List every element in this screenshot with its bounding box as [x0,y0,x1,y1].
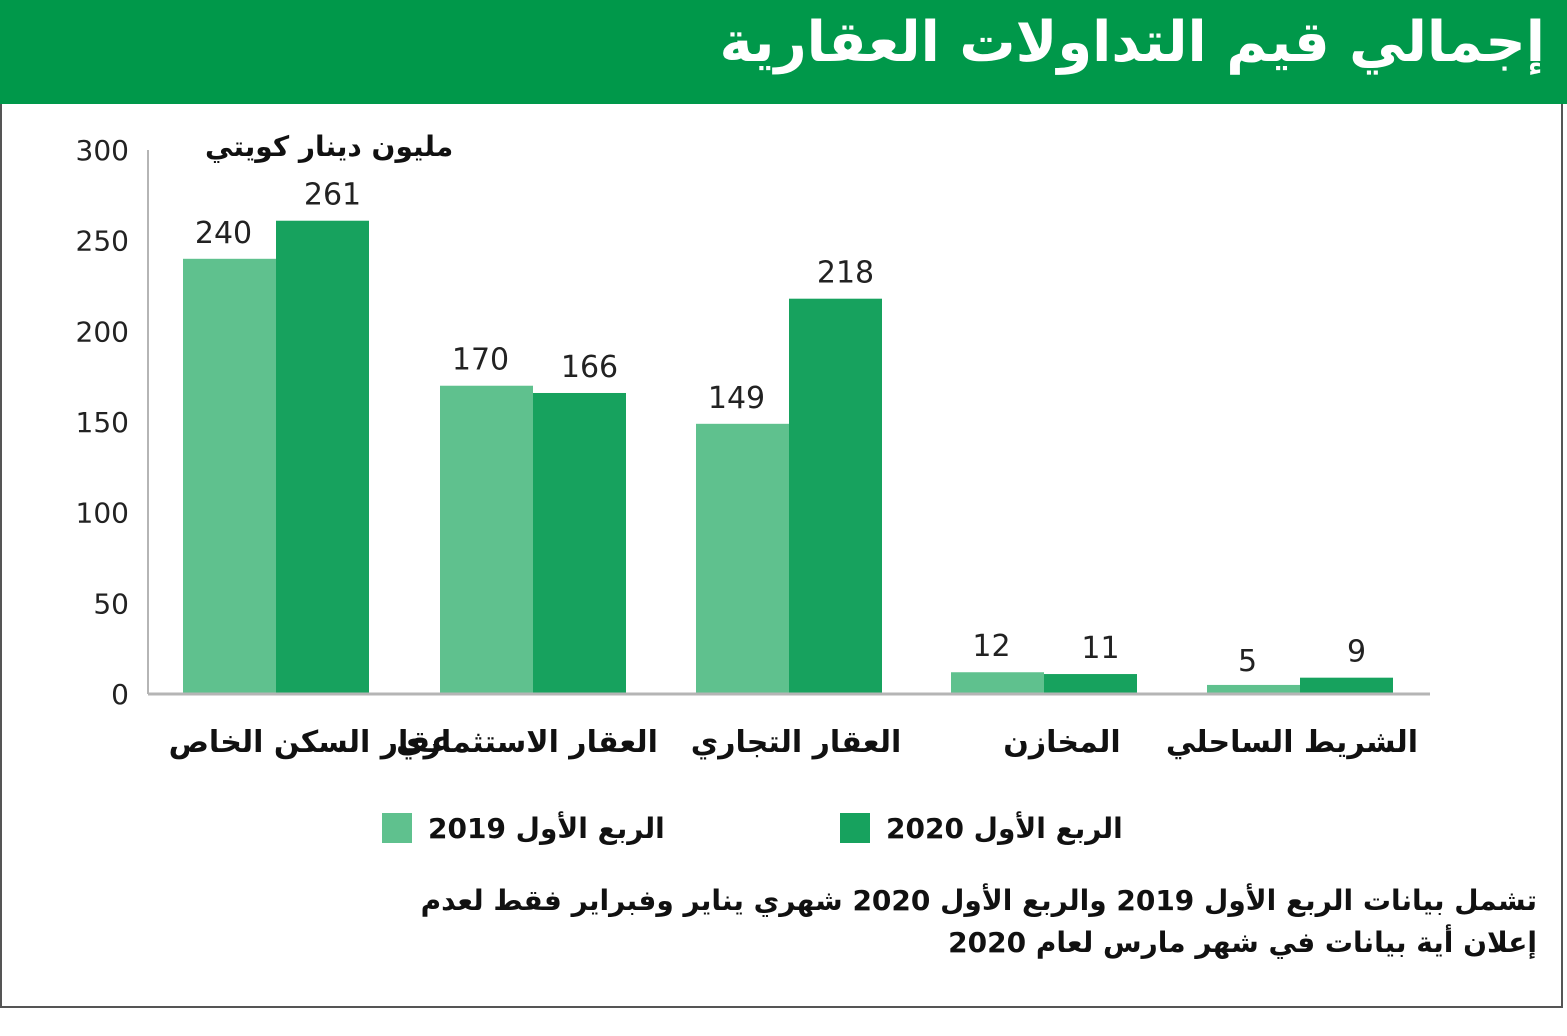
bar-2019-2 [696,423,789,694]
bar-2020-1 [533,392,626,694]
x-category-label: الشريط الساحلي [1166,725,1418,760]
y-tick-label: 150 [76,406,129,439]
x-category-label: عقار السكن الخاص [169,725,452,760]
x-category-label: العقار التجاري [691,725,902,760]
bar-chart: 0 50 100 150 200 250 300 240 261 170 166 149 218 12 11… [76,134,1430,760]
data-label-2020-4: 9 [1347,635,1366,670]
bar-2020-4 [1300,677,1393,694]
x-category-label: العقار الاستثماري [396,725,658,760]
data-label-2019-3: 12 [972,629,1010,664]
bar-2019-4 [1207,684,1300,694]
data-label-2020-3: 11 [1081,631,1119,666]
data-label-2019-2: 149 [708,381,765,416]
legend-item-2019: الربع الأول 2019 [382,808,665,848]
bar-2020-0 [276,220,369,694]
data-label-2020-1: 166 [561,350,618,385]
data-label-2020-0: 261 [304,178,361,213]
y-tick-label: 200 [76,315,129,348]
footnote-line-2: إعلان أية بيانات في شهر مارس لعام 2020 [948,926,1537,959]
data-label-2020-2: 218 [817,256,874,291]
bar-2019-3 [951,672,1044,694]
bar-2020-2 [789,298,882,694]
legend-swatch-2019 [382,813,412,843]
bar-2019-0 [183,258,276,694]
footnote: تشمل بيانات الربع الأول 2019 والربع الأو… [357,880,1537,964]
chart-title: إجمالي قيم التداولات العقارية [719,10,1545,75]
data-label-2019-4: 5 [1238,644,1257,679]
footnote-line-1: تشمل بيانات الربع الأول 2019 والربع الأو… [420,884,1537,917]
y-tick-label: 50 [93,587,129,620]
y-tick-label: 0 [111,678,129,711]
legend-label-2020: الربع الأول 2020 [886,811,1123,845]
title-bar: إجمالي قيم التداولات العقارية [0,0,1567,104]
y-tick-label: 100 [76,497,129,530]
unit-label: مليون دينار كويتي [205,130,454,163]
legend-item-2020: الربع الأول 2020 [840,808,1123,848]
x-category-label: المخازن [1003,725,1120,760]
bar-2019-1 [440,385,533,694]
data-label-2019-0: 240 [195,216,252,251]
data-label-2019-1: 170 [452,343,509,378]
y-tick-label: 300 [76,134,129,167]
legend-swatch-2020 [840,813,870,843]
legend-label-2019: الربع الأول 2019 [428,811,665,845]
bar-2020-3 [1044,674,1137,694]
y-tick-label: 250 [76,225,129,258]
